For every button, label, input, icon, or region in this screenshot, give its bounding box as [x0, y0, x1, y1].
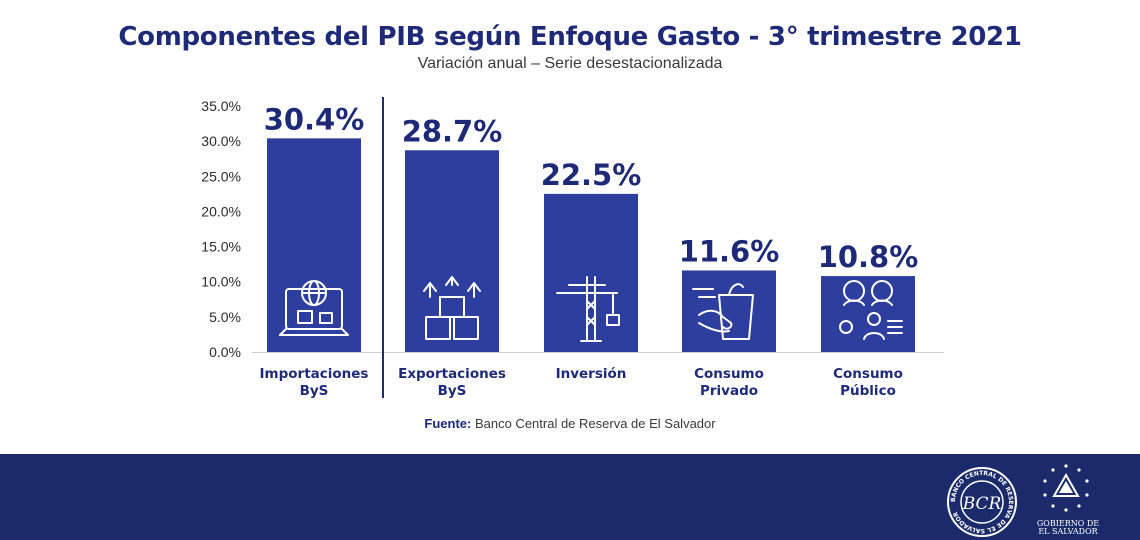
category-label: ByS — [438, 383, 467, 399]
computer-globe-icon — [279, 280, 349, 336]
category-label: Exportaciones — [398, 366, 506, 382]
y-tick-label: 10.0% — [201, 274, 241, 290]
category-label: ByS — [300, 383, 329, 399]
value-label: 22.5% — [541, 158, 642, 192]
crane-icon — [556, 276, 620, 342]
bar-chart: 0.0% 5.0% 10.0% 15.0% 20.0% 25.0% 30.0% 35.0% 30… — [201, 97, 944, 399]
gobierno-logo — [1043, 464, 1089, 512]
y-tick-label: 35.0% — [201, 98, 241, 114]
chart-subtitle: Variación anual – Serie desestacionaliza… — [417, 55, 723, 72]
chart-title: Componentes del PIB según Enfoque Gasto … — [118, 22, 1022, 52]
source-note: Fuente: Banco Central de Reserva de El S… — [0, 416, 1140, 431]
bar — [267, 138, 361, 352]
gobierno-line2: EL SALVADOR — [1038, 527, 1098, 536]
bcr-logo-text: BCR — [962, 494, 1002, 514]
value-label: 11.6% — [679, 234, 780, 268]
bar — [821, 276, 915, 352]
people-icon — [839, 280, 903, 340]
y-tick-label: 20.0% — [201, 203, 241, 219]
category-label: Privado — [700, 383, 758, 399]
grocery-bag-icon — [692, 283, 754, 340]
export-boxes-icon — [423, 276, 481, 340]
value-label: 10.8% — [818, 240, 919, 274]
y-tick-label: 30.0% — [201, 133, 241, 149]
footer-band — [0, 454, 1140, 540]
value-label: 28.7% — [402, 114, 503, 148]
category-label: Importaciones — [260, 366, 369, 382]
y-tick-label: 25.0% — [201, 168, 241, 184]
category-label: Inversión — [556, 366, 627, 382]
bar — [544, 193, 638, 352]
category-label: Consumo — [833, 366, 903, 382]
bar — [405, 150, 499, 352]
gobierno-logo-text: GOBIERNO DE EL SALVADOR — [1028, 520, 1108, 536]
category-label: Público — [840, 383, 896, 399]
category-label: Consumo — [694, 366, 764, 382]
gobierno-line1: GOBIERNO DE — [1036, 519, 1100, 528]
source-label: Fuente: — [424, 416, 472, 431]
value-label: 30.4% — [264, 102, 365, 136]
bcr-logo: BANCO CENTRAL DE RESERVA DE EL SALVADOR … — [947, 467, 1017, 537]
y-tick-label: 5.0% — [209, 309, 241, 325]
y-tick-label: 15.0% — [201, 239, 241, 255]
source-text: Banco Central de Reserva de El Salvador — [471, 416, 716, 431]
y-tick-label: 0.0% — [209, 344, 241, 360]
